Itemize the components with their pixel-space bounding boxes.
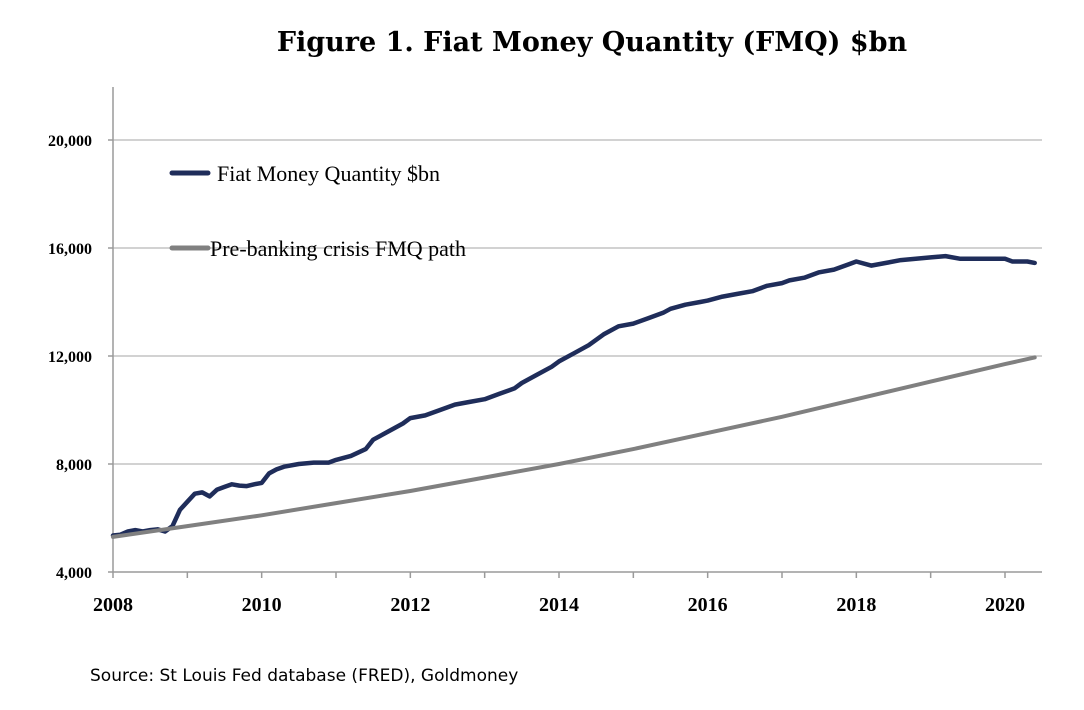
series-line-pre-banking-path <box>111 355 1037 539</box>
x-axis-ticks: 2008 2010 2012 2014 2016 2018 2020 <box>93 572 1025 616</box>
legend-label-pre-banking-path: Pre-banking crisis FMQ path <box>210 236 466 261</box>
x-tick-label-2: 2012 <box>390 594 430 616</box>
x-tick-label-5: 2018 <box>836 594 876 616</box>
series-lines <box>110 253 1037 539</box>
y-tick-label-3: 16,000 <box>48 241 92 258</box>
y-tick-label-0: 4,000 <box>56 565 92 582</box>
y-tick-label-1: 8,000 <box>56 457 92 474</box>
x-tick-label-4: 2016 <box>688 594 728 616</box>
x-tick-label-3: 2014 <box>539 594 579 616</box>
chart-source: Source: St Louis Fed database (FRED), Go… <box>90 666 518 686</box>
x-tick-label-6: 2020 <box>985 594 1025 616</box>
series-line-fiat-money <box>110 253 1037 538</box>
x-tick-label-0: 2008 <box>93 594 133 616</box>
legend-label-fiat-money: Fiat Money Quantity $bn <box>217 161 440 186</box>
y-axis-ticks: 4,000 8,000 12,000 16,000 20,000 <box>48 133 113 582</box>
x-tick-label-1: 2010 <box>242 594 282 616</box>
legend: Fiat Money Quantity $bn Pre-banking cris… <box>169 161 466 261</box>
y-tick-label-2: 12,000 <box>48 349 92 366</box>
y-tick-label-4: 20,000 <box>48 133 92 150</box>
gridlines <box>113 139 1042 465</box>
axes <box>112 87 1042 573</box>
chart-title: Figure 1. Fiat Money Quantity (FMQ) $bn <box>277 27 908 58</box>
